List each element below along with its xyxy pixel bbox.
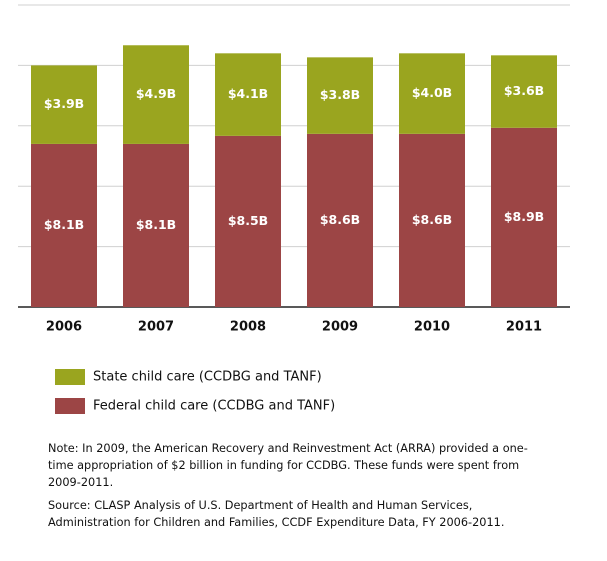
legend-label: Federal child care (CCDBG and TANF) — [93, 399, 335, 414]
value-label: $8.5B — [228, 213, 268, 228]
value-label: $3.8B — [320, 87, 360, 102]
value-label: $4.9B — [136, 86, 176, 101]
bar-segment — [491, 55, 557, 128]
value-label: $3.9B — [44, 96, 84, 111]
bar-segment — [307, 133, 373, 307]
legend-swatch — [55, 398, 85, 414]
value-label: $3.6B — [504, 83, 544, 98]
bar-segment — [491, 127, 557, 308]
x-tick-label: 2007 — [138, 320, 174, 335]
note: Note: In 2009, the American Recovery and… — [48, 442, 528, 489]
x-tick-label: 2010 — [414, 320, 450, 335]
value-label: $8.6B — [412, 212, 452, 227]
value-label: $4.1B — [228, 86, 268, 101]
legend-swatch — [55, 369, 85, 385]
x-tick-label: 2006 — [46, 320, 82, 335]
chart: $8.1B $3.9B 2006 $8.1B $4.9B 2007 $8.5B $4.1B 20… — [18, 4, 570, 414]
x-tick-label: 2009 — [322, 320, 358, 335]
bar-segment — [123, 143, 189, 307]
value-label: $8.1B — [136, 217, 176, 232]
x-tick-label: 2011 — [506, 320, 542, 335]
bar-segment — [31, 143, 97, 307]
value-label: $4.0B — [412, 85, 452, 100]
value-label: $8.9B — [504, 209, 544, 224]
source: Source: CLASP Analysis of U.S. Departmen… — [48, 499, 505, 529]
bar-segment — [31, 65, 97, 144]
bar-segment — [215, 135, 281, 307]
x-tick-label: 2008 — [230, 320, 266, 335]
bar-segment — [215, 53, 281, 136]
bar-segment — [307, 57, 373, 134]
bar-segment — [399, 133, 465, 307]
bar-segment — [123, 45, 189, 144]
notes: Note: In 2009, the American Recovery and… — [48, 440, 548, 537]
value-label: $8.6B — [320, 212, 360, 227]
value-label: $8.1B — [44, 217, 84, 232]
bar-segment — [399, 53, 465, 134]
legend-label: State child care (CCDBG and TANF) — [93, 370, 322, 385]
